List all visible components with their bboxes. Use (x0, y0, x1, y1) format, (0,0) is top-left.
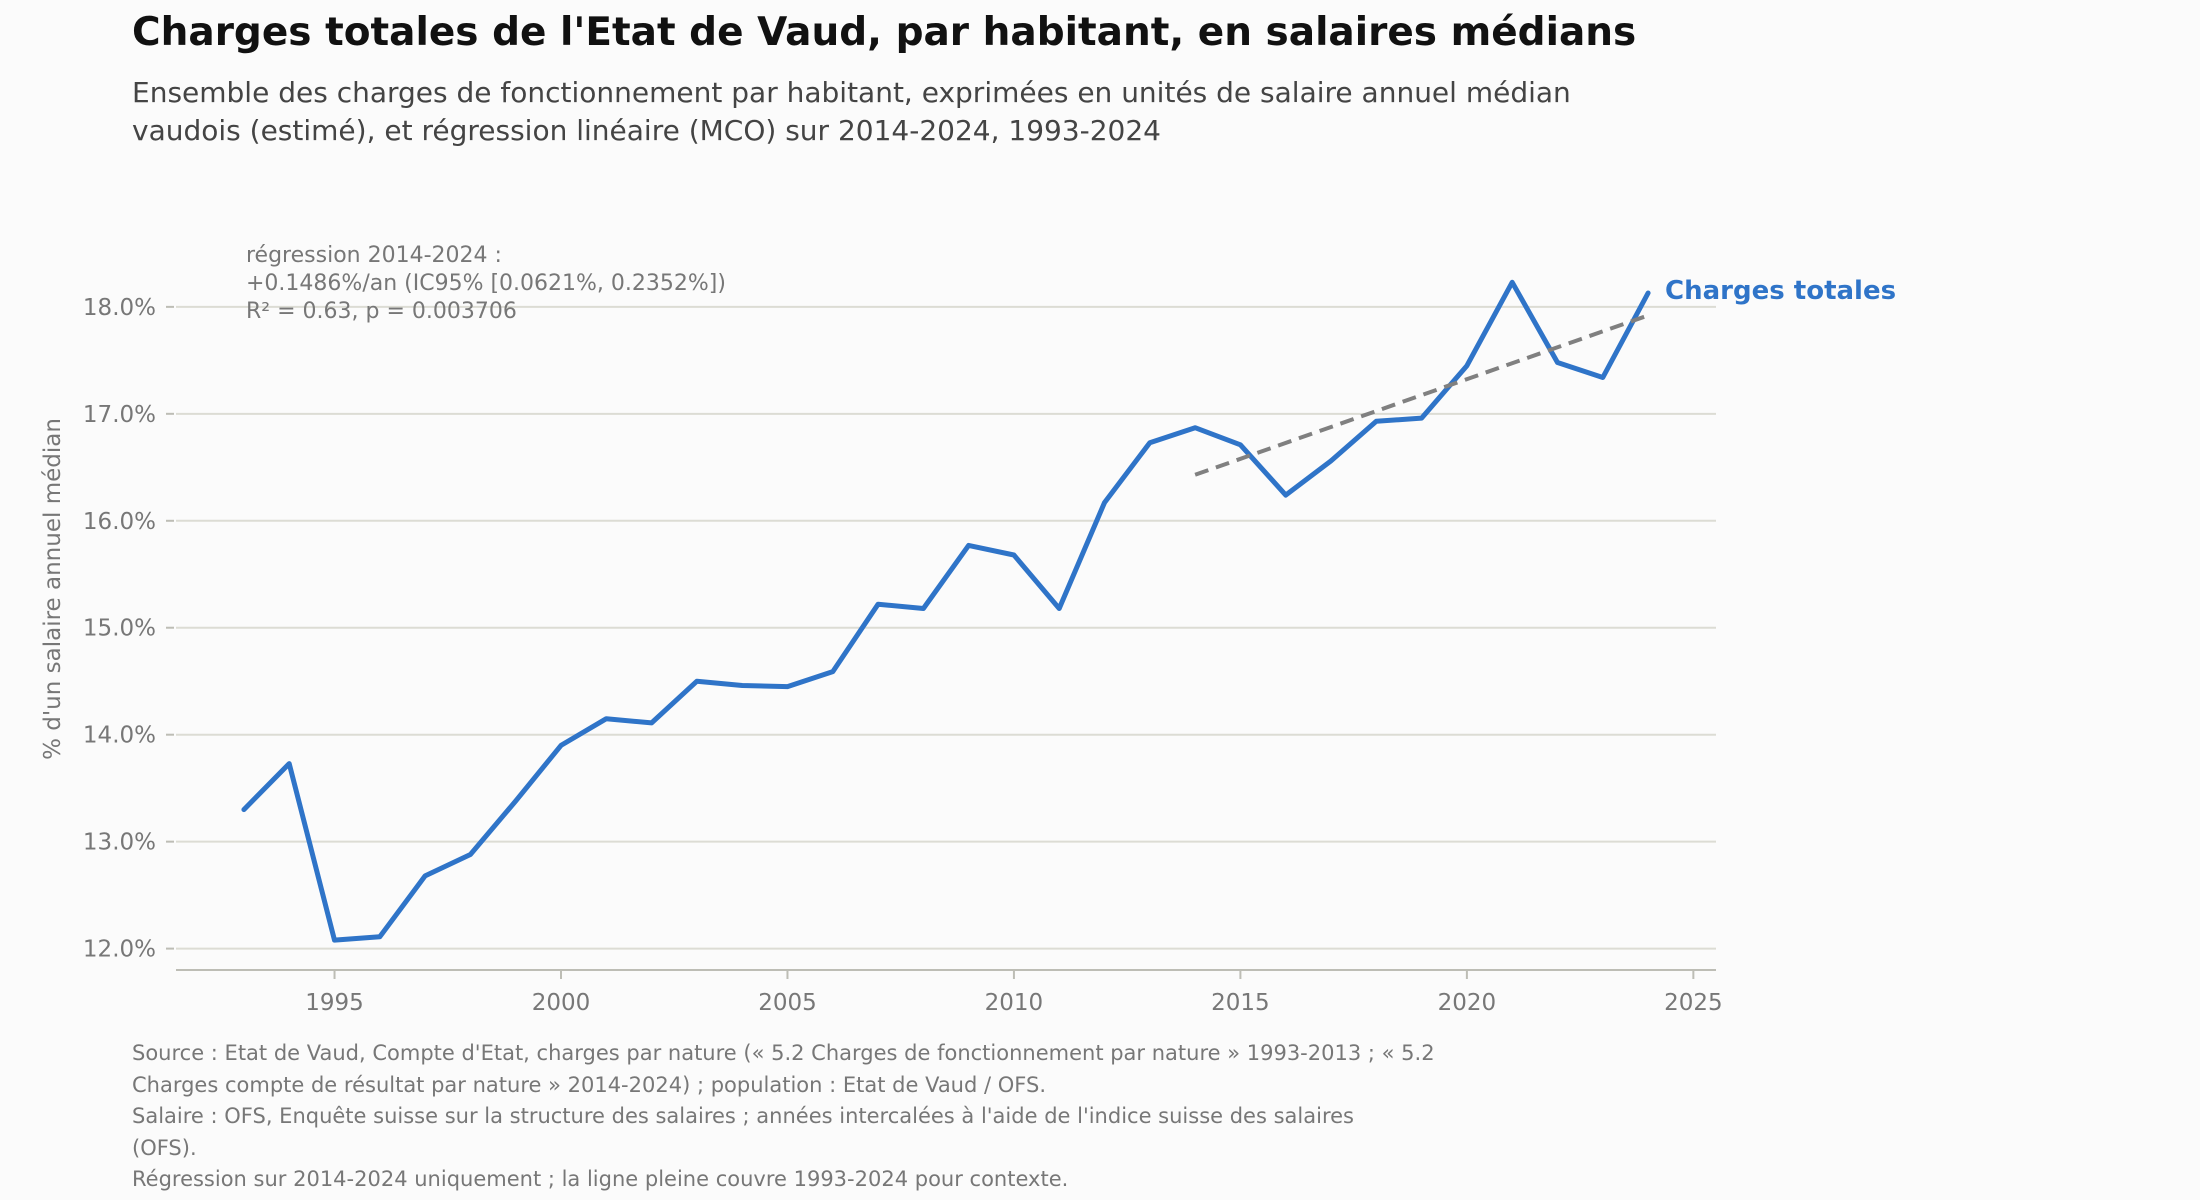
source-line: Salaire : OFS, Enquête suisse sur la str… (132, 1104, 1354, 1128)
y-axis: 12.0% 13.0% 14.0% 15.0% 16.0% 17.0% 18.0% (83, 295, 174, 963)
annotation-line: R² = 0.63, p = 0.003706 (246, 299, 517, 324)
annotation-line: régression 2014-2024 : (246, 243, 502, 268)
gridlines (176, 305, 1716, 950)
source-notes: Source : Etat de Vaud, Compte d'Etat, ch… (132, 1038, 1435, 1196)
y-tick-label: 13.0% (83, 830, 156, 856)
chart-subtitle: Ensemble des charges de fonctionnement p… (132, 74, 1832, 150)
x-tick-label: 2025 (1664, 990, 1723, 1016)
y-tick-label: 12.0% (83, 937, 156, 963)
x-tick-label: 2000 (532, 990, 591, 1016)
source-line: (OFS). (132, 1135, 197, 1160)
x-tick-label: 2005 (758, 990, 817, 1016)
series-layer (241, 279, 1651, 943)
source-line: Source : Etat de Vaud, Compte d'Etat, ch… (132, 1041, 1435, 1065)
x-tick-label: 2010 (985, 990, 1044, 1016)
source-line: Régression sur 2014-2024 uniquement ; la… (132, 1167, 1069, 1191)
subtitle-line: vaudois (estimé), et régression linéaire… (132, 114, 1161, 147)
y-tick-label: 15.0% (83, 616, 156, 642)
regression-annotation: régression 2014-2024 : +0.1486%/an (IC95… (246, 243, 726, 324)
x-axis: 1995 2000 2005 2010 2015 2020 2025 (305, 970, 1723, 1016)
y-tick-label: 17.0% (83, 402, 156, 428)
chart-title: Charges totales de l'Etat de Vaud, par h… (132, 10, 1637, 55)
y-tick-label: 14.0% (83, 723, 156, 749)
y-tick-label: 18.0% (83, 295, 156, 321)
source-line: Charges compte de résultat par nature » … (132, 1072, 1046, 1097)
x-tick-label: 2020 (1438, 990, 1497, 1016)
regression-line (1194, 313, 1649, 477)
subtitle-line: Ensemble des charges de fonctionnement p… (132, 76, 1571, 109)
series-line-charges-totales (241, 279, 1651, 943)
y-tick-label: 16.0% (83, 509, 156, 535)
series-label: Charges totales (1665, 276, 1896, 306)
y-axis-label: % d'un salaire annuel médian (40, 418, 66, 760)
x-tick-label: 1995 (305, 990, 364, 1016)
x-tick-label: 2015 (1211, 990, 1270, 1016)
annotation-line: +0.1486%/an (IC95% [0.0621%, 0.2352%]) (246, 271, 726, 296)
